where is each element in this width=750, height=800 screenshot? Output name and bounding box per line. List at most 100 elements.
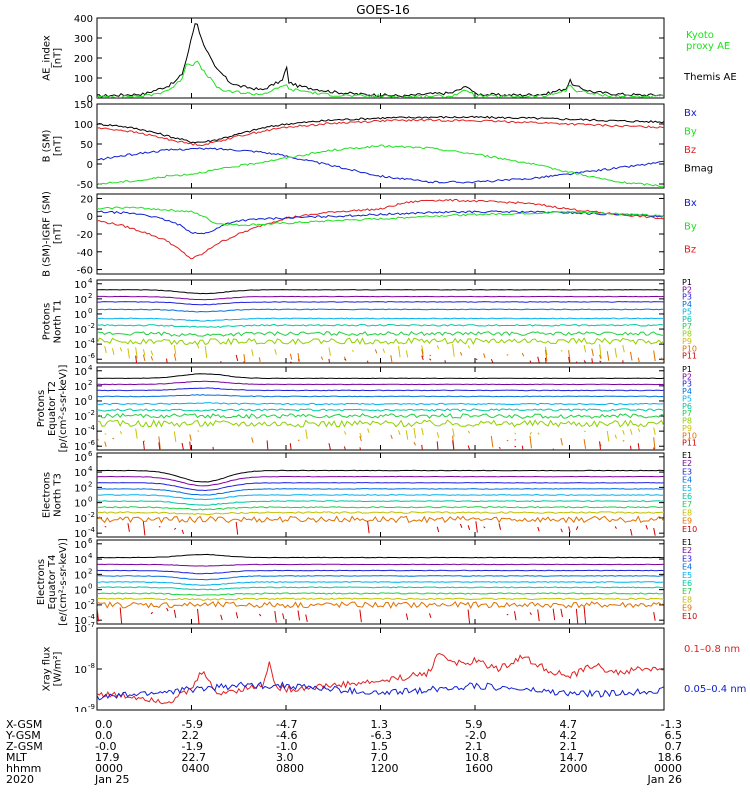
- legend-e4: E4: [682, 563, 692, 572]
- channel-trace-p9: [514, 432, 517, 435]
- footer-value: 4.2: [559, 729, 578, 742]
- channel-trace-p11: [158, 442, 161, 450]
- channel-trace-p10: [630, 351, 633, 361]
- footer-value: 0.0: [95, 718, 113, 731]
- channel-trace-p11: [328, 443, 331, 450]
- footer-row-hhmm: hhmm 0000 0400 0800 1200 1600 2000 0000: [6, 763, 746, 775]
- channel-trace-e10: [630, 528, 633, 536]
- y-axis-label-line: Electrons: [36, 559, 47, 605]
- y-tick-label: 10: [74, 555, 87, 566]
- channel-trace-p3: [97, 301, 664, 306]
- y-axis-label-line: Protons: [42, 303, 53, 340]
- channel-trace-e8: [97, 597, 664, 601]
- channel-trace-p8: [97, 337, 664, 346]
- channel-trace-p9: [173, 431, 177, 442]
- channel-trace-p10: [583, 439, 587, 449]
- y-tick-label: 10: [74, 468, 87, 479]
- channel-trace-p11: [344, 358, 347, 361]
- channel-trace-e10: [405, 613, 409, 621]
- legend-p6: P6: [682, 402, 692, 411]
- channel-trace-p9: [197, 345, 200, 349]
- y-axis-label-line: [nT]: [53, 136, 64, 156]
- legend-e2: E2: [682, 546, 692, 555]
- footer-value: 2.1: [559, 740, 578, 753]
- y-axis-label: ProtonsNorth T1: [42, 300, 64, 344]
- channel-trace-p11: [521, 445, 524, 450]
- series-line-bz: [97, 198, 664, 260]
- channel-trace-p9: [197, 430, 200, 433]
- y-tick-label: 300: [74, 34, 93, 45]
- y-tick-exponent: -7: [88, 621, 95, 629]
- channel-trace-p11: [622, 360, 624, 363]
- channel-trace-p10: [320, 356, 324, 360]
- footer-value: -5.9: [181, 718, 203, 731]
- y-tick-label: -50: [77, 180, 93, 191]
- footer-value: -1.9: [181, 740, 203, 753]
- legend-e5: E5: [682, 484, 692, 493]
- y-tick-label: 10: [74, 540, 87, 551]
- channel-trace-p10: [591, 348, 594, 357]
- channel-trace-e10: [459, 523, 463, 529]
- channel-trace-p11: [568, 356, 571, 363]
- channel-trace-e10: [552, 608, 556, 621]
- channel-trace-p9: [653, 427, 656, 435]
- y-axis-label-line: Equator T2: [47, 381, 58, 436]
- channel-trace-p11: [343, 446, 346, 450]
- channel-trace-p10: [258, 357, 261, 363]
- channel-trace-e10: [359, 609, 362, 623]
- y-tick-label: 10: [74, 427, 87, 438]
- channel-trace-e3: [97, 569, 664, 575]
- y-tick-label: 50: [80, 140, 93, 151]
- channel-trace-e10: [235, 612, 239, 619]
- y-axis-label: ProtonsEquator T2[p/(cm²-s-sr-keV)]: [36, 365, 69, 453]
- series-line-bmag: [97, 115, 664, 144]
- channel-trace-p10: [289, 353, 293, 360]
- y-tick-label: 100: [74, 74, 93, 85]
- channel-trace-p11: [429, 358, 432, 361]
- plot-title: GOES-16: [356, 3, 410, 17]
- legend-p10: P10: [682, 431, 697, 440]
- series-line-bx: [97, 147, 664, 184]
- channel-trace-e2: [97, 475, 664, 487]
- channel-trace-e10: [274, 611, 277, 623]
- channel-trace-e7: [97, 506, 664, 511]
- channel-trace-p9: [413, 428, 416, 439]
- legend-e9: E9: [682, 604, 692, 613]
- y-axis-label-line: Xray flux: [42, 647, 53, 692]
- y-tick-label: 10: [74, 570, 87, 581]
- channel-trace-p1: [97, 373, 664, 380]
- channel-trace-e10: [150, 611, 154, 615]
- y-tick-label: 20: [80, 194, 93, 205]
- channel-trace-p9: [467, 430, 471, 434]
- channel-trace-p11: [359, 447, 362, 450]
- channel-trace-p2: [97, 295, 664, 301]
- channel-trace-p10: [173, 353, 177, 361]
- channel-trace-e10: [560, 608, 563, 618]
- channel-trace-p9: [251, 349, 254, 357]
- channel-trace-p10: [521, 352, 525, 357]
- channel-trace-p9: [452, 428, 455, 437]
- footer-value: Jan 26: [647, 773, 682, 786]
- y-tick-exponent: 4: [88, 364, 93, 372]
- y-tick-label: 0: [87, 94, 93, 105]
- channel-trace-p9: [583, 344, 587, 353]
- legend-themis-ae: Themis AE: [683, 72, 737, 83]
- channel-trace-p9: [398, 430, 401, 436]
- y-tick-label: 10: [74, 295, 87, 306]
- channel-trace-e10: [653, 612, 656, 621]
- footer-value: 0800: [276, 762, 304, 775]
- y-tick-label: 10: [74, 586, 87, 597]
- legend-0-1-0-8-nm: 0.1–0.8 nm: [684, 644, 740, 655]
- y-tick-label: 0: [87, 212, 93, 223]
- channel-trace-p9: [150, 350, 154, 356]
- channel-trace-p9: [135, 347, 138, 359]
- y-tick-label: 10: [74, 325, 87, 336]
- y-tick-exponent: -6: [88, 352, 96, 360]
- footer-value: 1.5: [370, 740, 389, 753]
- legend-p6: P6: [682, 315, 692, 324]
- y-tick-label: -40: [77, 248, 93, 259]
- footer-row-label: hhmm: [6, 762, 42, 775]
- channel-trace-p11: [189, 441, 192, 450]
